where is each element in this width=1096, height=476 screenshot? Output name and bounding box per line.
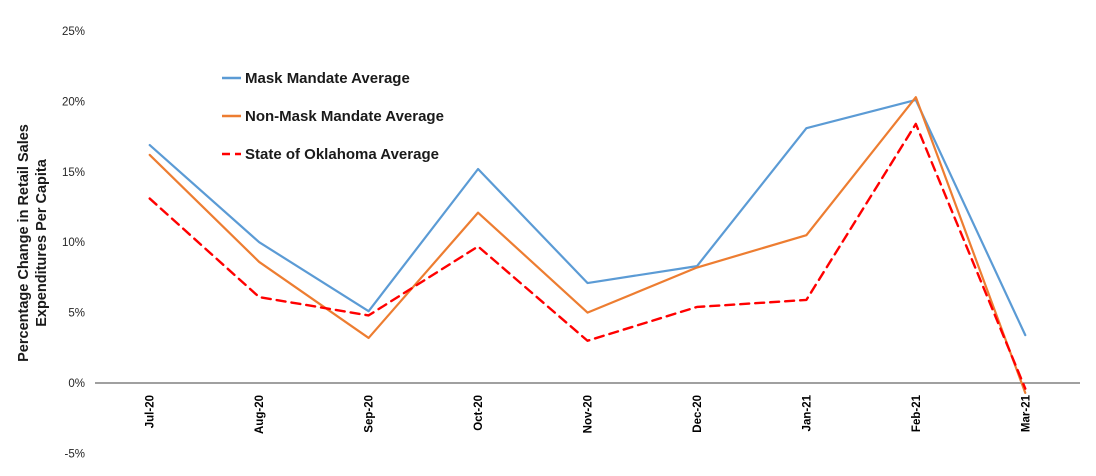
y-axis-title: Percentage Change in Retail Sales Expendi… — [16, 124, 50, 362]
x-axis-tick-label: Oct-20 — [473, 395, 485, 431]
legend-item-label: Non-Mask Mandate Average — [245, 108, 444, 125]
y-axis-tick-label: 20% — [62, 96, 85, 108]
series-line — [148, 122, 1027, 390]
y-axis-tick-label: -5% — [65, 448, 85, 460]
legend-item: State of Oklahoma Average — [222, 146, 439, 163]
x-axis-tick-label: Aug-20 — [254, 395, 266, 434]
x-axis-tick-label: Jan-21 — [801, 394, 813, 431]
legend-item: Non-Mask Mandate Average — [222, 108, 444, 125]
y-axis-tick-label: 0% — [68, 378, 85, 390]
y-axis-title-line1: Percentage Change in Retail Sales — [16, 124, 32, 362]
axis-layer: 25% 20% 15% 10% 5% 0% -5% Jul-20 Aug-20 Sep-20 Oct… — [62, 26, 1080, 460]
legend-item-label: Mask Mandate Average — [245, 70, 410, 87]
x-axis-tick-label: Nov-20 — [583, 395, 595, 433]
y-axis-tick-label: 15% — [62, 167, 85, 179]
legend-item-label: State of Oklahoma Average — [245, 146, 439, 163]
x-axis-tick-label: Mar-21 — [1020, 394, 1032, 432]
y-axis-tick-label: 5% — [68, 308, 85, 320]
x-axis-tick-label: Jul-20 — [145, 395, 157, 428]
x-axis-tick-label: Dec-20 — [692, 395, 704, 433]
series-line — [148, 98, 1027, 337]
legend: Mask Mandate Average Non-Mask Mandate Ave… — [222, 70, 444, 163]
series-line — [148, 96, 1027, 394]
x-axis-tick-label: Sep-20 — [364, 395, 376, 433]
x-axis-tick-label: Feb-21 — [911, 394, 923, 432]
series-layer — [148, 96, 1027, 394]
legend-item: Mask Mandate Average — [222, 70, 410, 87]
y-axis-title-line2: Expenditures Per Capita — [34, 158, 50, 327]
y-axis-tick-label: 25% — [62, 26, 85, 38]
y-axis-title-group: Percentage Change in Retail Sales Expendi… — [16, 124, 50, 362]
y-axis-tick-label: 10% — [62, 237, 85, 249]
